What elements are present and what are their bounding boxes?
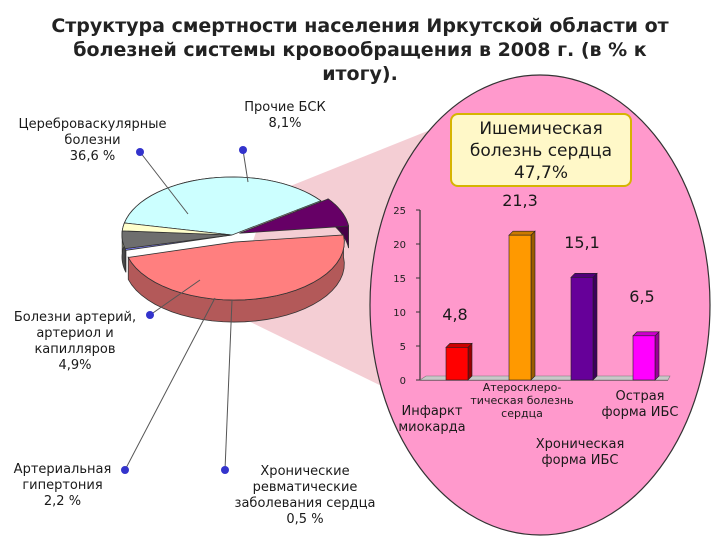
bar-side-athero (530, 230, 536, 381)
label-cerebrovascular-line1: Цереброваскулярные (18, 117, 167, 132)
zoom-oval (369, 74, 711, 536)
label-rheumatic-value: 0,5 % (286, 512, 324, 527)
callout-ischemic: Ишемическая болезнь сердца 47,7% (450, 113, 632, 187)
bar-top-chronic (570, 273, 598, 278)
label-arteries-line2: артериол и (36, 326, 114, 341)
leader-line-rheumatic (224, 299, 233, 471)
bar-value-label-athero: 21,3 (502, 191, 538, 210)
bar-top-mi (445, 343, 473, 348)
pie-slice-ischemic (127, 234, 345, 301)
bar-category-athero-line1: Атеросклеро- (482, 381, 562, 394)
pie-slice-other (239, 198, 350, 234)
label-hypertension-line1: Артериальная (13, 462, 112, 477)
leader-lines (121, 146, 249, 474)
label-rheumatic-line1: Хронические (260, 464, 350, 479)
bar-side-mi (467, 342, 473, 381)
leader-line-arteries (149, 279, 201, 316)
bar-mi (445, 347, 469, 381)
label-hypertension: Артериальная гипертония 2,2 % (0, 462, 125, 510)
bar-category-acute-line2: форма ИБС (601, 405, 679, 420)
bar-value-label-acute: 6,5 (629, 287, 654, 306)
y-tick-label: 15 (393, 274, 406, 285)
pie-chart (121, 176, 350, 323)
label-arteries: Болезни артерий, артериол и капилляров 4… (0, 310, 150, 374)
bar-top-acute (632, 331, 660, 337)
label-rheumatic-line2: ревматические (252, 480, 358, 495)
label-cerebrovascular-value: 36,6 % (69, 149, 116, 164)
label-rheumatic: Хронические ревматические заболевания се… (225, 464, 385, 528)
pie-slice-hypertension (121, 222, 233, 236)
label-other-value: 8,1% (268, 116, 302, 131)
label-ischemic-value: 47,7% (513, 163, 568, 183)
bar-value-label-mi: 4,8 (442, 305, 467, 324)
leader-line-hypertension (124, 297, 216, 471)
leader-line-cerebrovascular (139, 151, 189, 215)
bar-side-chronic (592, 272, 598, 381)
bar-category-athero: Атеросклеро- тическая болезнь сердца (462, 381, 582, 420)
label-cerebrovascular: Цереброваскулярные болезни 36,6 % (0, 117, 185, 165)
title-line-2: болезней системы кровообращения в 2008 г… (73, 39, 647, 61)
bar-category-athero-line2: тическая болезнь (470, 394, 574, 407)
bar-category-mi-line2: миокарда (398, 420, 466, 435)
bar-category-chronic: Хроническая форма ИБС (520, 437, 640, 469)
label-hypertension-value: 2,2 % (43, 494, 82, 509)
y-tick-label: 0 (400, 376, 406, 387)
y-tick-label: 20 (393, 240, 406, 251)
label-other: Прочие БСК 8,1% (230, 100, 340, 132)
y-tick-label: 25 (393, 206, 406, 217)
bar-chronic (570, 277, 594, 381)
label-other-line1: Прочие БСК (244, 100, 326, 115)
bar-side-acute (654, 331, 660, 381)
bar-value-label-chronic: 15,1 (564, 233, 600, 252)
bar-category-athero-line3: сердца (501, 407, 543, 420)
bar-category-acute: Острая форма ИБС (590, 389, 690, 421)
pie-slice-arteries (121, 230, 233, 250)
bar-athero (508, 234, 532, 381)
y-tick-label: 5 (400, 342, 406, 353)
bar-category-acute-line1: Острая (615, 389, 665, 404)
bar-category-mi-line1: Инфаркт (401, 404, 463, 419)
leader-dot-rheumatic (221, 466, 229, 474)
leader-dot-cerebrovascular (136, 148, 144, 156)
label-ischemic-line1: Ишемическая (479, 119, 603, 139)
leader-dot-other (239, 146, 247, 154)
label-arteries-line1: Болезни артерий, (13, 310, 137, 325)
leader-dot-arteries (146, 311, 154, 319)
label-arteries-value: 4,9% (58, 358, 92, 373)
bar-chart: 0 5 10 15 20 25 4,8 21,3 15,1 6,5 (393, 191, 671, 387)
leader-line-other (242, 149, 249, 183)
label-hypertension-line2: гипертония (22, 478, 103, 493)
pie-slice-cerebrovascular (123, 176, 322, 236)
title-line-1: Структура смертности населения Иркутской… (51, 15, 669, 37)
bar-category-chronic-line2: форма ИБС (541, 453, 619, 468)
label-arteries-line3: капилляров (34, 342, 116, 357)
leader-dot-hypertension (121, 466, 129, 474)
label-ischemic-line2: болезнь сердца (469, 141, 613, 161)
bar-category-mi: Инфаркт миокарда (392, 404, 472, 436)
bar-top-athero (508, 230, 536, 236)
y-tick-label: 10 (393, 308, 406, 319)
title-line-3: итогу). (322, 63, 398, 85)
label-rheumatic-line3: заболевания сердца (234, 496, 376, 511)
bar-category-chronic-line1: Хроническая (535, 437, 625, 452)
chart-title: Структура смертности населения Иркутской… (20, 14, 700, 86)
label-cerebrovascular-line2: болезни (64, 133, 121, 148)
bar-acute (632, 335, 656, 381)
